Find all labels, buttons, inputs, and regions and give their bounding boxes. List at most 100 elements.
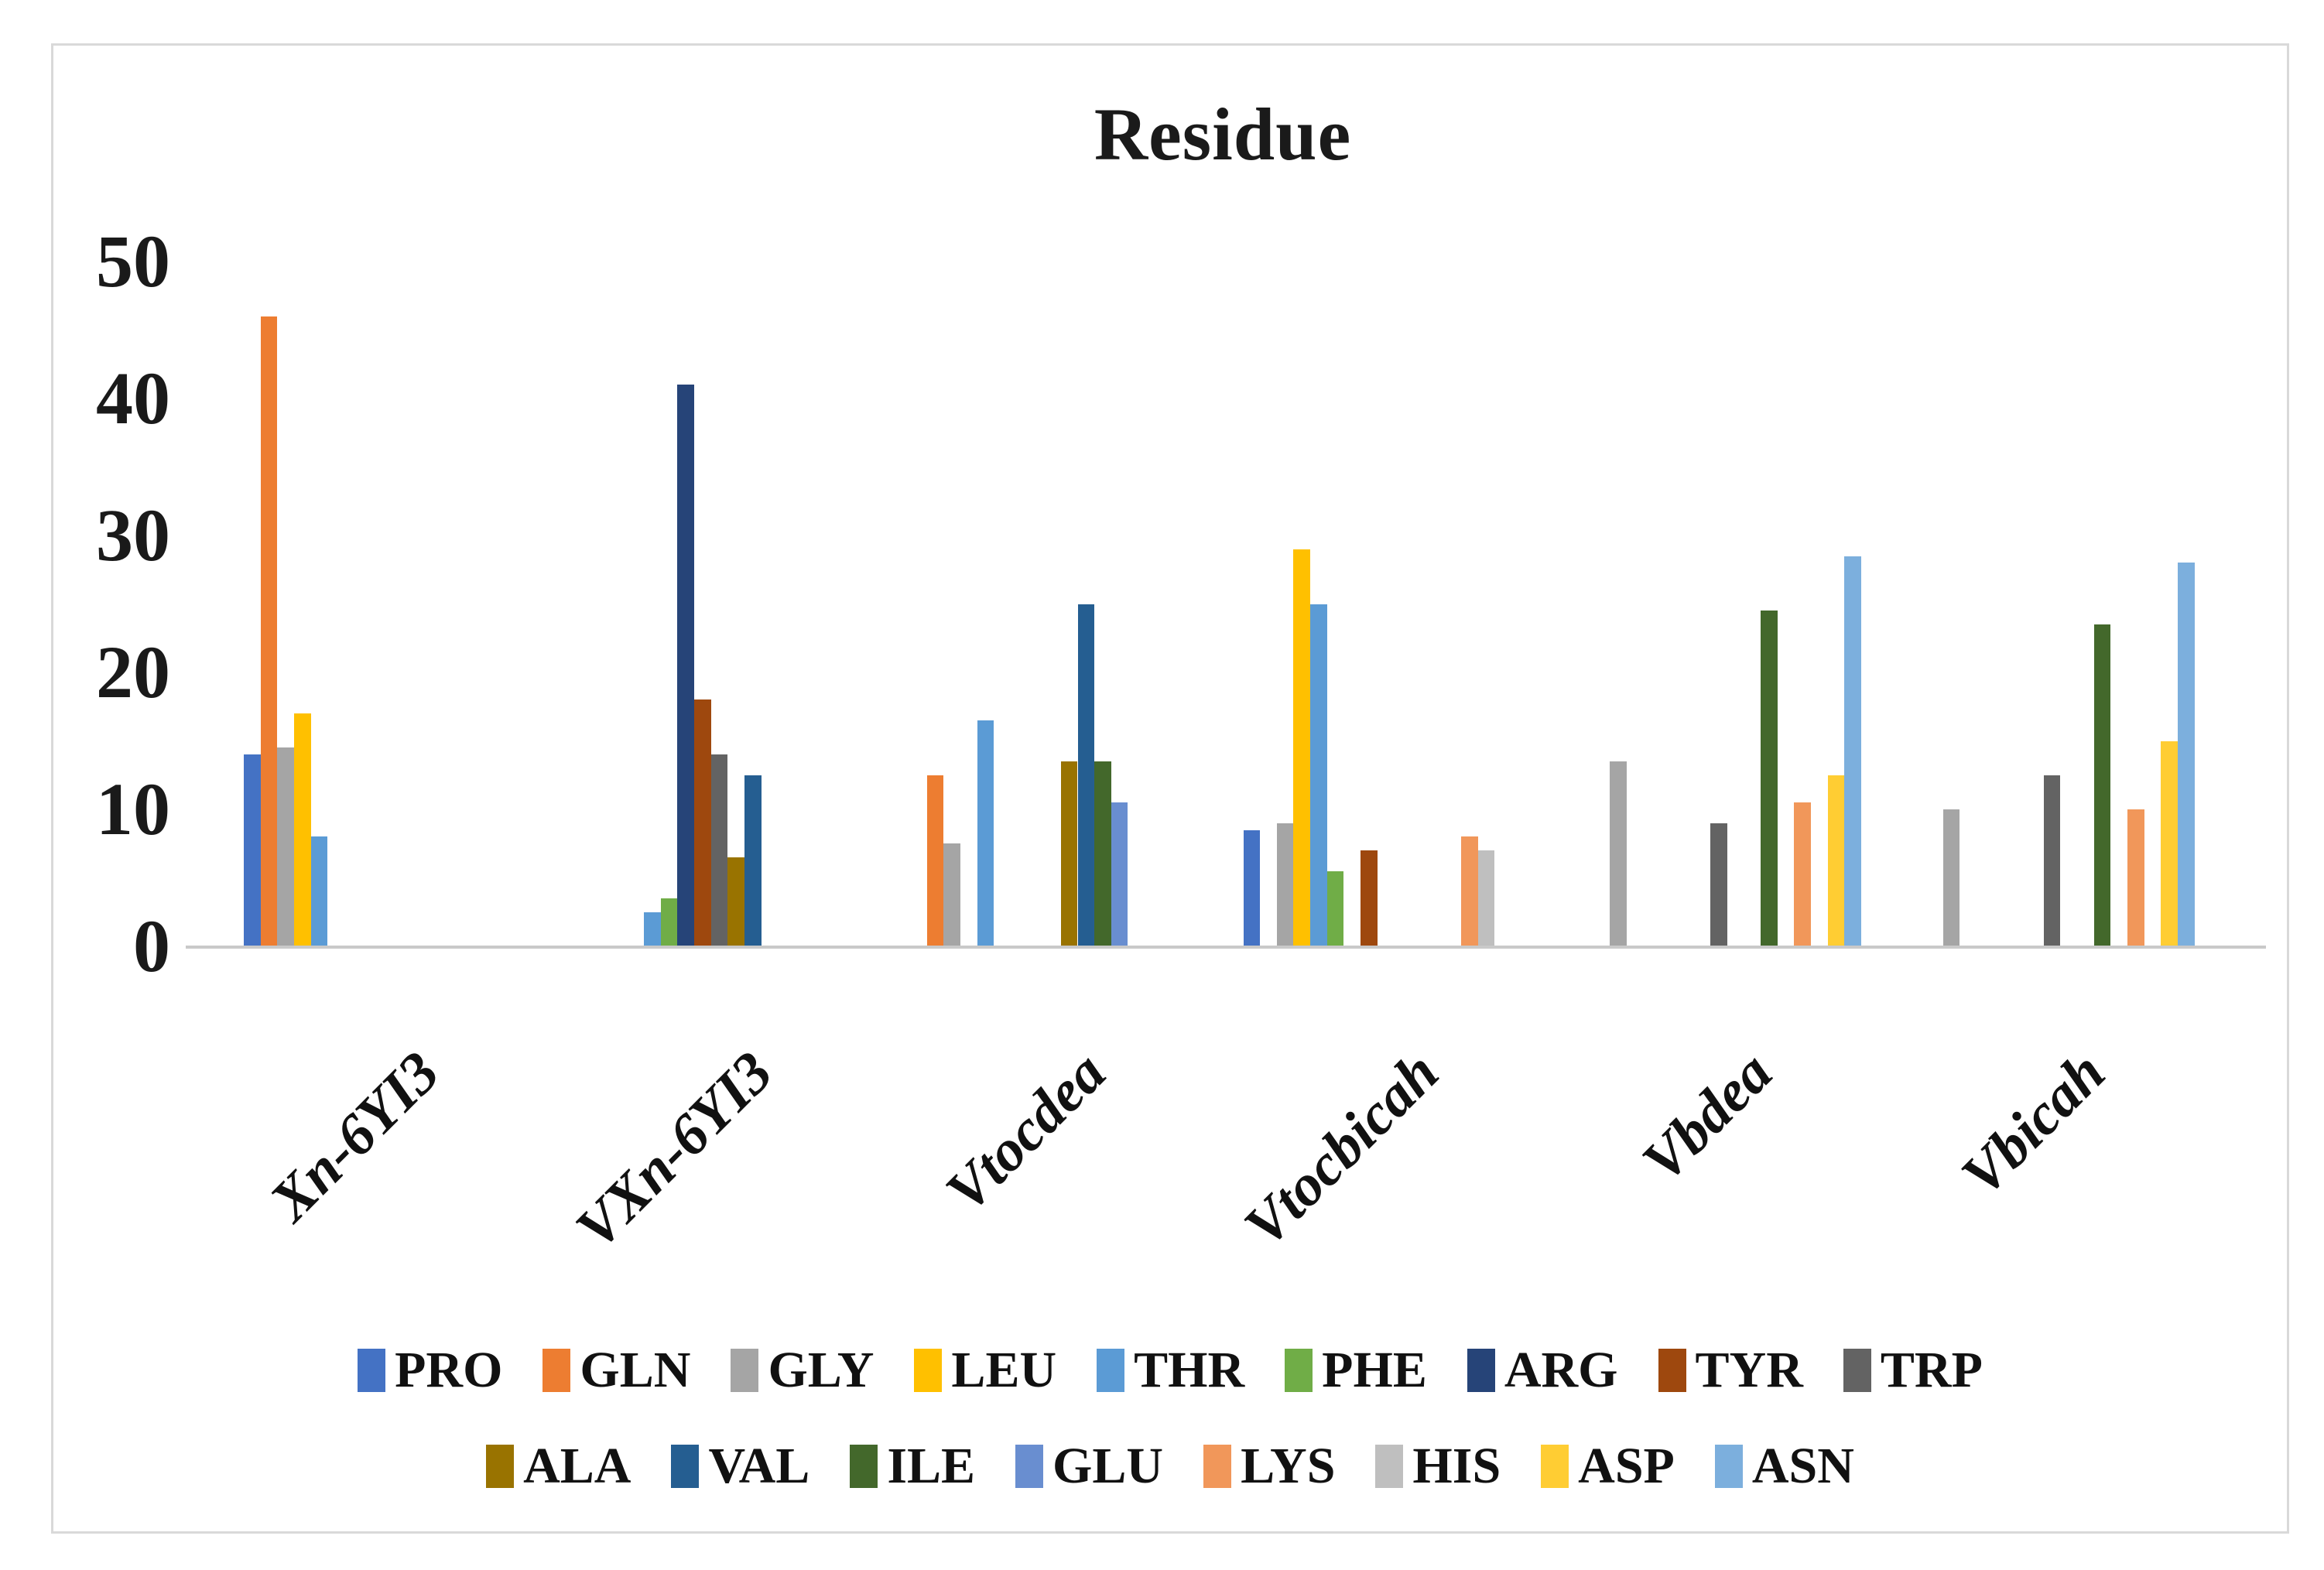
- y-axis-tick-label: 10: [96, 768, 170, 850]
- bar-ile-Vbdea: [1761, 611, 1778, 946]
- y-axis-tick-label: 40: [96, 357, 170, 440]
- legend-label: LYS: [1241, 1438, 1336, 1494]
- legend-swatch-val: [671, 1445, 700, 1488]
- legend-item-arg: ARG: [1467, 1345, 1618, 1396]
- bar-lys-Vbicah: [2127, 809, 2144, 946]
- bar-gly-Vtocbicah: [1276, 823, 1294, 946]
- legend-swatch-leu: [914, 1349, 943, 1392]
- legend-item-tyr: TYR: [1658, 1345, 1803, 1396]
- legend-item-trp: TRP: [1843, 1345, 1983, 1396]
- legend-item-val: VAL: [671, 1441, 809, 1492]
- legend-item-ile: ILE: [850, 1441, 975, 1492]
- legend-label: THR: [1134, 1342, 1245, 1398]
- bar-tyr-VXn-6YI3: [694, 699, 711, 946]
- legend-label: ALA: [523, 1438, 631, 1494]
- y-axis-tick-label: 0: [133, 905, 170, 987]
- x-axis-line: [186, 946, 2266, 949]
- bar-ala-Vtocdea: [1060, 761, 1078, 946]
- bar-phe-Vtocbicah: [1326, 871, 1344, 946]
- legend-swatch-phe: [1285, 1349, 1313, 1392]
- legend-item-lys: LYS: [1203, 1441, 1335, 1492]
- bar-phe-VXn-6YI3: [660, 898, 678, 946]
- bar-trp-VXn-6YI3: [710, 754, 728, 946]
- bar-asn-Vbdea: [1844, 556, 1862, 946]
- legend-label: GLY: [768, 1342, 874, 1398]
- legend-item-thr: THR: [1097, 1345, 1244, 1396]
- y-axis-tick-label: 20: [96, 631, 170, 713]
- legend-label: TRP: [1880, 1342, 1983, 1398]
- x-axis-category-label: Vtocbicah: [1231, 1039, 1451, 1259]
- figure-frame: [51, 43, 2289, 1534]
- y-axis-tick-label: 50: [96, 220, 170, 303]
- legend-label: GLN: [580, 1342, 691, 1398]
- legend-label: HIS: [1412, 1438, 1501, 1494]
- legend-item-ala: ALA: [486, 1441, 631, 1492]
- bar-glu-Vtocdea: [1111, 802, 1128, 946]
- y-axis-tick-label: 30: [96, 494, 170, 576]
- bar-asp-Vbicah: [2161, 741, 2178, 946]
- bar-thr-Xn-6YI3: [310, 836, 328, 946]
- legend-swatch-pro: [358, 1349, 386, 1392]
- legend-swatch-tyr: [1658, 1349, 1686, 1392]
- bar-thr-VXn-6YI3: [644, 912, 661, 946]
- legend-label: ILE: [887, 1438, 976, 1494]
- bar-thr-Vtocdea: [977, 720, 994, 946]
- legend-label: ASP: [1578, 1438, 1675, 1494]
- bar-his-Vtocbicah: [1477, 850, 1495, 946]
- bar-gly-Xn-6YI3: [277, 747, 294, 946]
- legend-item-phe: PHE: [1285, 1345, 1427, 1396]
- legend-swatch-his: [1375, 1445, 1404, 1488]
- bar-val-Vtocdea: [1077, 604, 1095, 946]
- legend-swatch-gln: [542, 1349, 571, 1392]
- bar-lys-Vbdea: [1794, 802, 1812, 946]
- legend-label: PHE: [1322, 1342, 1427, 1398]
- legend-swatch-gly: [731, 1349, 759, 1392]
- legend-swatch-thr: [1097, 1349, 1125, 1392]
- x-axis-category-label: Vbicah: [1949, 1039, 2117, 1209]
- legend-swatch-ala: [486, 1445, 515, 1488]
- legend-label: ASN: [1751, 1438, 1854, 1494]
- legend-item-asn: ASN: [1714, 1438, 1854, 1494]
- bar-asp-Vbdea: [1827, 775, 1845, 946]
- bar-ile-Vtocdea: [1094, 761, 1111, 946]
- legend-item-leu: LEU: [914, 1345, 1056, 1396]
- bar-gln-Xn-6YI3: [260, 316, 278, 946]
- bar-ala-VXn-6YI3: [727, 857, 744, 946]
- bar-arg-VXn-6YI3: [677, 385, 695, 946]
- legend-swatch-asp: [1541, 1445, 1569, 1488]
- legend-row-1: PRO GLN GLY LEU THR PHE ARG TYR TRP: [51, 1345, 2289, 1396]
- bar-thr-Vtocbicah: [1310, 604, 1327, 946]
- legend-label: ARG: [1504, 1342, 1618, 1398]
- x-axis-category-label: VXn-6YI3: [563, 1039, 785, 1261]
- bar-pro-Vtocbicah: [1243, 829, 1261, 946]
- bar-trp-Vbdea: [1710, 823, 1727, 946]
- x-axis-category-label: Vtocdea: [933, 1039, 1118, 1224]
- legend-item-pro: PRO: [358, 1345, 502, 1396]
- legend-label: GLU: [1052, 1438, 1164, 1494]
- legend-item-asp: ASP: [1541, 1441, 1675, 1492]
- legend-item-gly: GLY: [731, 1345, 874, 1396]
- legend-row-2: ALA VAL ILE GLU LYS HIS ASP ASN: [51, 1441, 2289, 1492]
- legend-swatch-asn: [1714, 1445, 1743, 1488]
- bar-tyr-Vtocbicah: [1361, 850, 1378, 946]
- bar-val-VXn-6YI3: [744, 775, 762, 946]
- legend-swatch-lys: [1203, 1445, 1232, 1488]
- bar-gly-Vbdea: [1610, 761, 1627, 946]
- bar-leu-Vtocbicah: [1293, 549, 1311, 946]
- bar-gly-Vbicah: [1942, 809, 1960, 946]
- legend-item-glu: GLU: [1015, 1441, 1163, 1492]
- bar-trp-Vbicah: [2043, 775, 2061, 946]
- legend-swatch-trp: [1843, 1349, 1871, 1392]
- x-axis-category-label: Xn-6YI3: [257, 1039, 452, 1233]
- bar-leu-Xn-6YI3: [293, 713, 311, 946]
- bar-asn-Vbicah: [2177, 563, 2195, 946]
- legend-item-gln: GLN: [542, 1345, 690, 1396]
- bar-gln-Vtocdea: [926, 775, 944, 946]
- legend-swatch-arg: [1467, 1349, 1495, 1392]
- legend-label: LEU: [951, 1342, 1057, 1398]
- legend-label: PRO: [395, 1342, 503, 1398]
- legend-swatch-glu: [1015, 1445, 1044, 1488]
- bar-lys-Vtocbicah: [1460, 836, 1478, 946]
- chart-title: Residue: [1094, 93, 1352, 176]
